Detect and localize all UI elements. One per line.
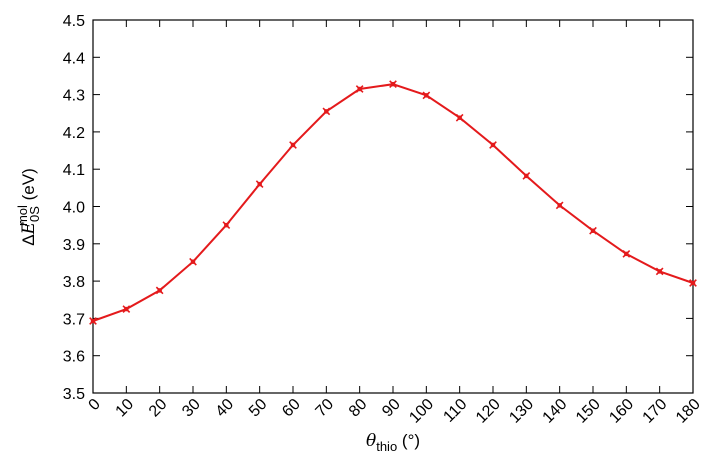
x-tick-label: 30: [179, 396, 204, 421]
x-tick-label: 100: [406, 396, 437, 427]
data-point: [255, 180, 264, 188]
data-point: [389, 80, 397, 89]
x-tick-label: 110: [440, 396, 470, 426]
x-tick-label: 40: [213, 396, 238, 421]
series-line: [92, 83, 694, 322]
data-point: [355, 85, 364, 93]
data-point: [455, 113, 464, 122]
x-tick-label: 80: [346, 396, 371, 421]
y-tick-label: 3.9: [63, 237, 85, 254]
data-point: [289, 141, 297, 149]
x-tick-label: 0: [86, 396, 104, 414]
series: [89, 80, 697, 325]
x-tick-label: 10: [113, 396, 138, 421]
data-point: [155, 286, 164, 295]
x-tick-label: 60: [279, 396, 304, 421]
y-tick-label: 3.5: [63, 386, 85, 403]
x-tick-label: 180: [673, 396, 704, 427]
y-tick-label: 3.7: [63, 311, 85, 328]
data-point: [322, 107, 331, 116]
x-tick-label: 150: [573, 396, 604, 427]
x-tick-label: 20: [146, 396, 171, 421]
y-tick-label: 4.3: [63, 88, 85, 105]
x-tick-label: 160: [606, 396, 637, 427]
data-point: [589, 226, 597, 235]
y-tick-label: 4.5: [63, 13, 85, 30]
data-point: [622, 250, 631, 258]
data-point: [89, 317, 97, 325]
data-point: [489, 141, 497, 149]
x-tick-label: 50: [246, 396, 271, 421]
x-axis-title: θthio (°): [366, 431, 420, 454]
data-point: [122, 305, 131, 313]
plot-frame: [92, 19, 694, 394]
data-point: [655, 267, 664, 276]
data-point: [689, 279, 697, 287]
y-tick-label: 4.1: [63, 162, 85, 179]
data-point: [222, 221, 231, 230]
data-point: [422, 91, 431, 100]
data-point: [189, 257, 197, 266]
y-tick-label: 3.6: [63, 349, 85, 366]
data-point: [522, 172, 531, 180]
x-tick-label: 130: [506, 396, 537, 427]
y-tick-label: 4.4: [63, 50, 85, 67]
x-tick-label: 90: [379, 396, 404, 421]
x-tick-label: 140: [540, 396, 571, 427]
x-tick-label: 170: [640, 396, 671, 427]
x-tick-label: 120: [473, 396, 504, 427]
y-axis-title: ΔE0Smol (eV): [15, 168, 42, 245]
x-tick-label: 70: [313, 396, 338, 421]
y-tick-label: 4.0: [63, 200, 85, 217]
ticks: 3.5 3.6 3.7 3.8 3.9 4.0 4.1 4.2 4.3 4.4 4.5 0 10 20 30…: [63, 13, 704, 427]
y-tick-label: 3.8: [63, 274, 85, 291]
y-tick-label: 4.2: [63, 125, 85, 142]
data-point: [555, 201, 564, 210]
